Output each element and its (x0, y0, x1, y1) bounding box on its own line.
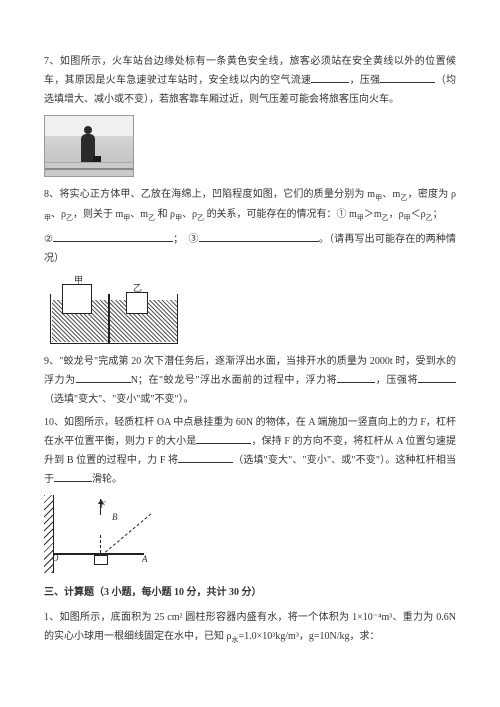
lever-diagram: O A B F (44, 495, 164, 573)
q8-text: 8、将实心正方体甲、乙放在海绵上，凹陷程度如图，它们的质量分别为 m甲、m乙，密… (44, 185, 456, 226)
q9-blank1 (76, 373, 131, 383)
q8-line2: ②； ③。（请再写出可能存在的两种情况） (44, 230, 456, 268)
q7-seg2: ，压强 (349, 75, 380, 86)
label-jia: 甲 (74, 272, 83, 289)
label-B: B (112, 509, 118, 526)
q10-blank1 (196, 434, 251, 444)
photo-line (45, 168, 133, 170)
q7-figure (44, 115, 456, 177)
water-tank-diagram: 甲 乙 (44, 274, 184, 344)
platform-photo (44, 115, 134, 177)
q7-text: 7、如图所示，火车站台边缘处标有一条黄色安全线，旅客必须站在安全黄线以外的位置候… (44, 52, 456, 109)
q9-blank2 (337, 373, 375, 383)
label-F: F (100, 497, 106, 514)
label-O: O (52, 550, 59, 567)
dash-weight-line (100, 535, 101, 553)
section-3-title: 三、计算题（3 小题，每小题 10 分，共计 30 分） (44, 583, 456, 602)
q10-figure: O A B F (44, 495, 456, 573)
q9-text: 9、"蛟龙号"完成第 20 次下潜任务后，逐渐浮出水面，当排开水的质量为 200… (44, 352, 456, 409)
q10-blank3 (54, 472, 92, 482)
q7-blank2 (380, 73, 435, 83)
q8-seg1: 8、将实心正方体甲、乙放在海绵上，凹陷程度如图，它们的质量分别为 m (44, 189, 375, 200)
q10-text: 10、如图所示，轻质杠杆 OA 中点悬挂重为 60N 的物体，在 A 端施加一竖… (44, 413, 456, 489)
q9-blank3 (418, 373, 456, 383)
q7-blank1 (311, 73, 349, 83)
q10-blank2 (178, 453, 233, 463)
label-yi: 乙 (133, 280, 142, 297)
calc-q1-text: 1、如图所示，底面积为 25 cm² 圆柱形容器内盛有水，将一个体积为 1×10… (44, 608, 456, 647)
hanging-weight (94, 555, 108, 565)
q8-figure: 甲 乙 (44, 274, 456, 344)
q8-blank3 (199, 232, 319, 242)
q8-blank2 (53, 232, 173, 242)
label-A: A (142, 551, 148, 568)
